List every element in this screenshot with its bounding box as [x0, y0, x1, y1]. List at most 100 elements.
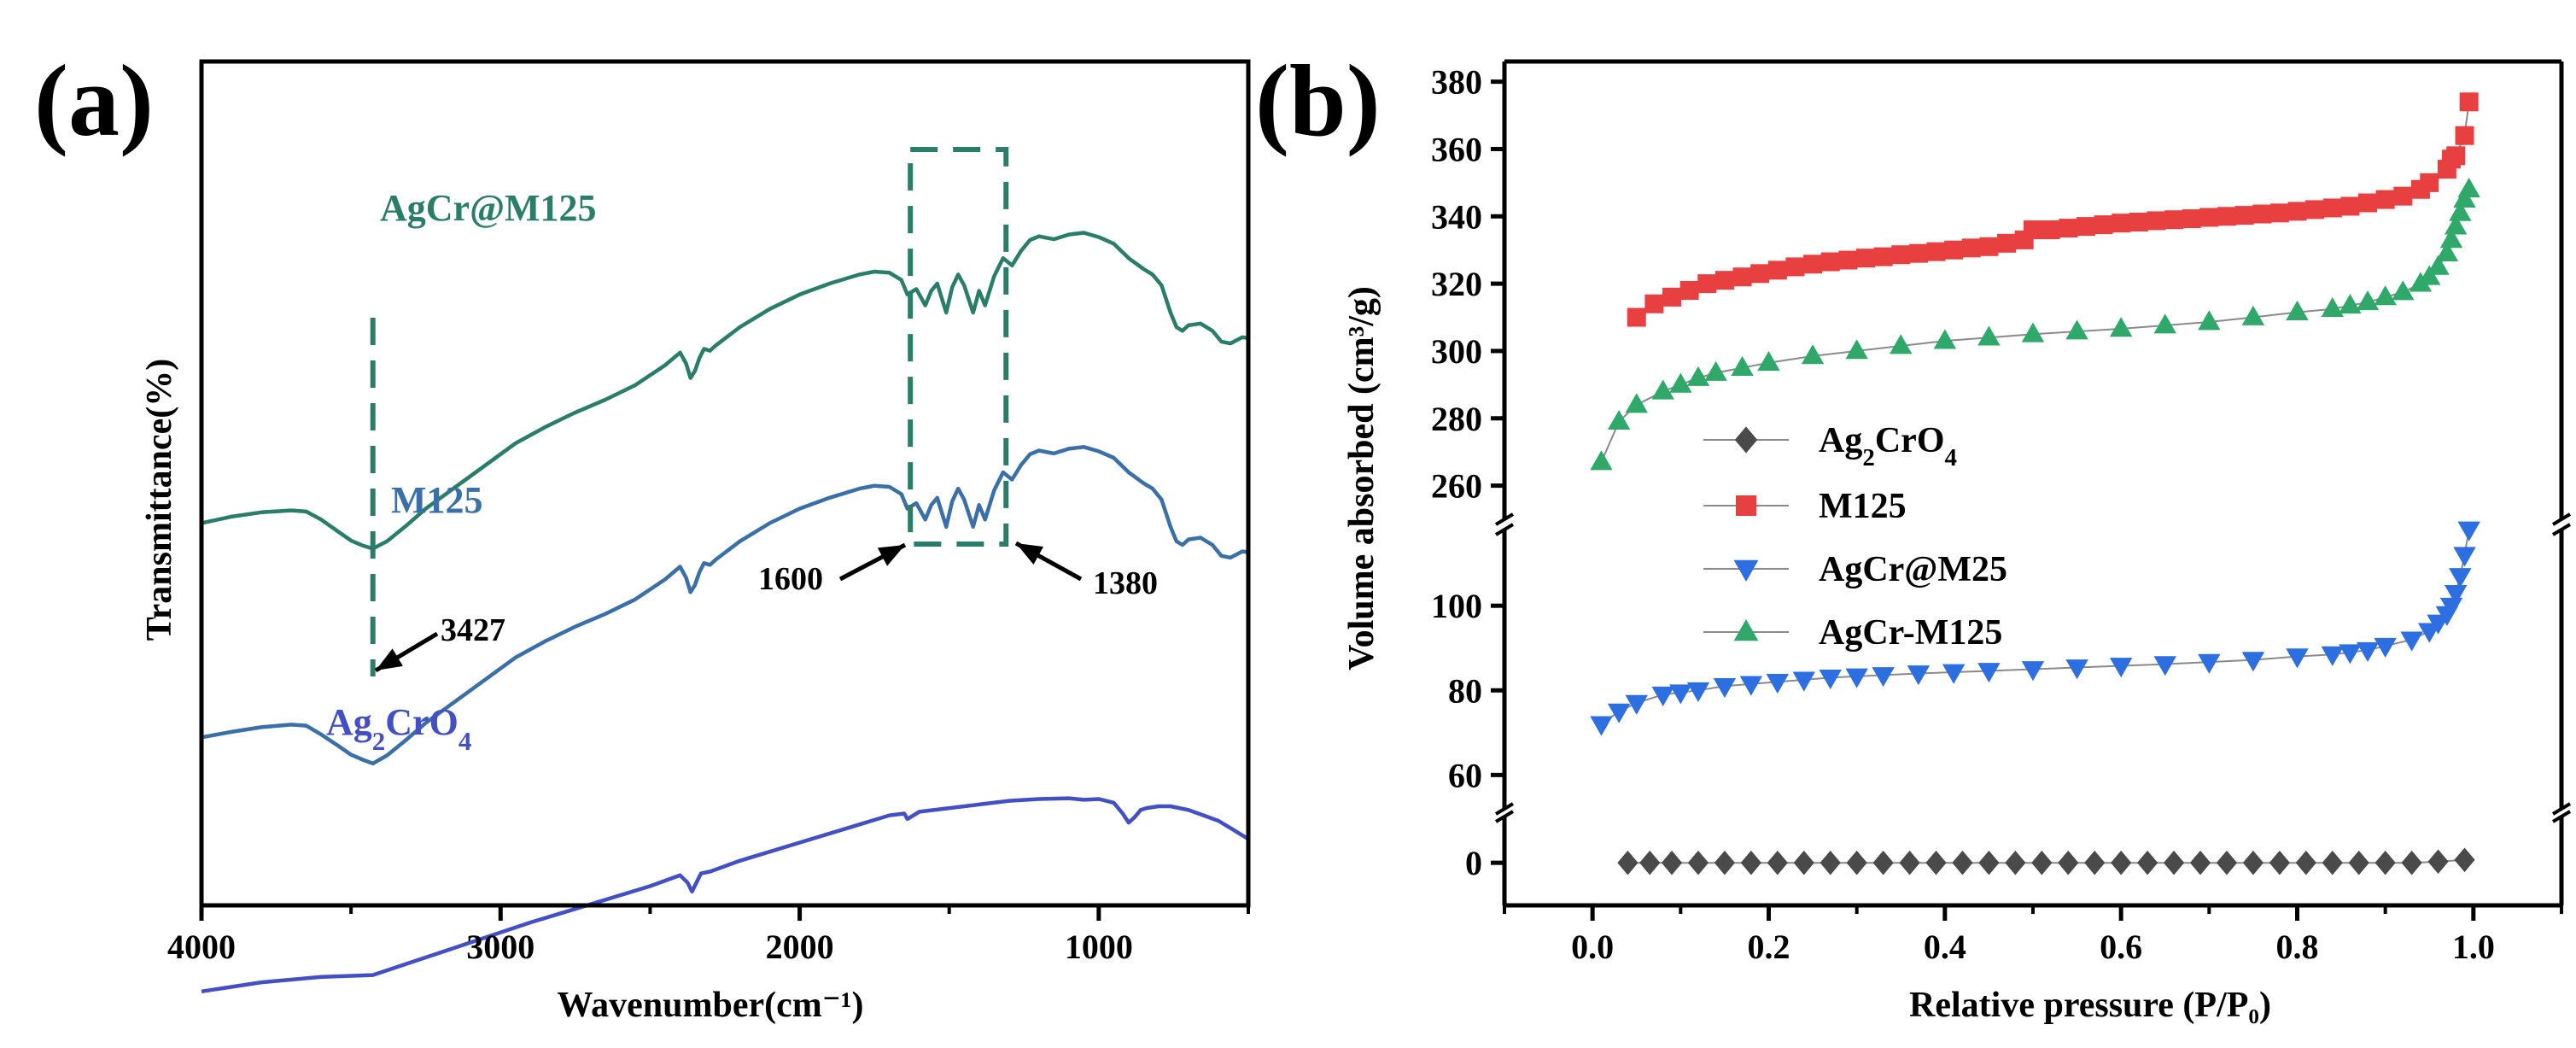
legend-item-agcr-m25: AgCr@M25 [1703, 550, 2007, 589]
data-point-agcr-m125 [1890, 334, 1913, 354]
data-point-ag2cro4 [1872, 850, 1894, 875]
data-point-ag2cro4 [2216, 850, 2238, 875]
data-point-m125 [1838, 250, 1858, 270]
data-point-ag2cro4 [1767, 850, 1788, 875]
data-point-ag2cro4 [1639, 850, 1661, 875]
data-point-agcr-m125 [1977, 325, 2001, 346]
data-point-agcr-m125 [1651, 379, 1674, 400]
data-point-m125 [1714, 271, 1734, 290]
data-point-agcr-m25 [2400, 631, 2423, 652]
data-point-ag2cro4 [2269, 850, 2290, 875]
legend-item-m125: M125 [1703, 487, 1907, 526]
legend-marker-m125 [1736, 495, 1756, 516]
y-tick-label-b-360: 360 [1431, 130, 1482, 168]
y-tick-label-b-100: 100 [1431, 587, 1482, 625]
data-point-m125 [2393, 186, 2413, 206]
axis-break-mark [2551, 523, 2572, 536]
data-point-ag2cro4 [2295, 850, 2316, 875]
data-point-agcr-m125 [2418, 265, 2441, 285]
data-point-agcr-m125 [2445, 214, 2468, 235]
data-point-ag2cro4 [1740, 850, 1761, 875]
data-point-agcr-m25 [1669, 684, 1692, 705]
data-point-m125 [2420, 173, 2439, 192]
data-point-m125 [1697, 274, 1717, 294]
arrow-1600 [838, 542, 907, 582]
x-tick-label-a-4000: 4000 [167, 928, 236, 966]
data-point-ag2cro4 [1687, 850, 1709, 875]
data-point-agcr-m125 [2435, 241, 2459, 261]
data-point-m125 [2182, 209, 2201, 229]
data-point-agcr-m25 [2109, 658, 2133, 678]
legend-label-agcr-m125: AgCr-M125 [1819, 613, 2002, 653]
y-tick-label-b-80: 80 [1448, 671, 1482, 710]
data-point-agcr-m125 [1845, 339, 1868, 360]
data-point-ag2cro4 [2374, 850, 2396, 875]
data-point-agcr-m125 [2453, 187, 2476, 208]
data-point-ag2cro4 [2189, 850, 2211, 875]
data-point-ag2cro4 [1899, 850, 1920, 875]
data-point-agcr-m25 [2449, 568, 2472, 588]
data-point-m125 [1627, 307, 1646, 327]
panel-a: (a) AgCr@M125 M125 Ag2CrO4 3427 1600 1380 400… [34, 44, 1251, 1025]
axis-break-mark [1494, 523, 1515, 536]
data-point-m125 [2358, 193, 2378, 213]
series-label-m125: M125 [391, 479, 483, 521]
data-point-m125 [1820, 252, 1840, 272]
data-point-m125 [2094, 215, 2113, 235]
data-point-agcr-m25 [1651, 686, 1674, 706]
data-point-ag2cro4 [1952, 850, 1973, 875]
data-point-agcr-m25 [2356, 641, 2380, 662]
data-point-m125 [1732, 267, 1752, 287]
data-point-agcr-m25 [1792, 671, 1815, 692]
data-point-agcr-m25 [2021, 661, 2045, 682]
data-point-m125 [2147, 211, 2166, 231]
x-tick-label-a-1000: 1000 [1065, 928, 1133, 966]
data-point-m125 [1679, 281, 1699, 300]
data-point-m125 [1750, 264, 1770, 284]
data-point-ag2cro4 [1925, 850, 1947, 875]
data-point-m125 [1855, 249, 1875, 268]
data-point-m125 [2459, 92, 2479, 112]
data-point-m125 [2112, 214, 2131, 233]
y-tick-label-b-380: 380 [1431, 63, 1482, 102]
data-point-ag2cro4 [1617, 850, 1638, 875]
data-point-ag2cro4 [2058, 850, 2079, 875]
legend-marker-agcr-m25 [1733, 559, 1759, 582]
data-point-ag2cro4 [1820, 850, 1841, 875]
data-point-agcr-m25 [1872, 667, 1895, 688]
data-point-m125 [2024, 220, 2042, 240]
spectrum-line-m125 [201, 445, 1249, 766]
legend-label-ag2cro4: Ag2CrO4 [1819, 421, 1957, 471]
data-point-agcr-m25 [1977, 663, 2001, 683]
data-point-agcr-m125 [1801, 344, 1825, 365]
axis-break-mark [2551, 512, 2572, 526]
data-point-m125 [1926, 242, 1946, 261]
legend-item-agcr-m125: AgCr-M125 [1703, 613, 2002, 653]
data-point-agcr-m25 [2445, 584, 2468, 606]
data-point-agcr-m25 [1590, 716, 1613, 736]
x-tick-label-b-0: 0.0 [1571, 928, 1614, 966]
data-point-agcr-m125 [2374, 285, 2397, 306]
data-point-agcr-m25 [1739, 676, 1763, 696]
data-point-agcr-m125 [2427, 255, 2450, 275]
panel-a-label: (a) [34, 44, 154, 157]
data-point-m125 [2217, 207, 2236, 226]
legend-label-m125: M125 [1819, 487, 1907, 526]
data-point-agcr-m25 [2065, 659, 2088, 680]
data-point-m125 [1873, 247, 1893, 266]
series-label-agcr-m125: AgCr@M125 [380, 187, 597, 229]
data-point-agcr-m25 [2453, 547, 2476, 567]
data-point-agcr-m25 [2321, 646, 2344, 666]
panel-b-series-group [1590, 92, 2480, 875]
axis-break-mark [2551, 802, 2572, 816]
panel-b-axes: 0 60 80 100 260 280 300 320 340 360 380 0.0 0.2 0.4 0.… [1431, 59, 2572, 966]
y-tick-label-b-280: 280 [1431, 400, 1482, 438]
data-point-m125 [2287, 202, 2307, 221]
y-tick-label-b-0: 0 [1465, 844, 1482, 882]
data-point-agcr-m125 [2321, 296, 2344, 318]
data-point-ag2cro4 [1714, 850, 1736, 875]
data-point-agcr-m125 [1607, 409, 1631, 430]
data-point-m125 [2059, 219, 2078, 238]
data-point-agcr-m125 [2392, 280, 2415, 301]
